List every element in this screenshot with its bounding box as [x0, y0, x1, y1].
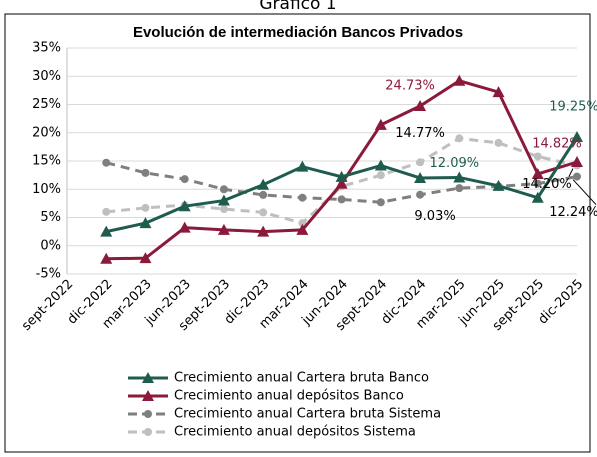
legend-marker-shape [142, 372, 154, 383]
point [455, 184, 464, 193]
point [257, 225, 270, 237]
y-tick-label: 20% [32, 125, 61, 140]
data-label: 9.03% [414, 209, 455, 224]
data-label: 19.25% [549, 99, 597, 114]
point [217, 194, 230, 206]
point [100, 225, 113, 237]
legend-label: Crecimiento anual depósitos Banco [174, 389, 404, 404]
legend-marker [144, 428, 152, 436]
y-tick-label: 0% [40, 238, 61, 253]
y-tick-label: -5% [36, 267, 61, 282]
point [533, 179, 542, 188]
point [335, 170, 348, 182]
data-label: 14.82% [532, 137, 582, 152]
point [571, 130, 583, 142]
legend-marker [142, 390, 154, 401]
point [416, 190, 425, 199]
leader-line [572, 179, 597, 205]
legend-label: Crecimiento anual depósitos Sistema [174, 425, 416, 440]
point [533, 152, 542, 161]
legend-marker-shape [144, 428, 152, 436]
point [414, 100, 427, 112]
point [178, 221, 191, 233]
point [102, 158, 111, 167]
point [531, 191, 544, 203]
legend-marker [144, 410, 152, 418]
point [376, 198, 385, 207]
legend-marker-shape [142, 390, 154, 401]
point [141, 168, 150, 177]
y-tick-label: 25% [32, 97, 61, 112]
y-tick-label: 15% [32, 154, 61, 169]
y-tick-label: 10% [32, 182, 61, 197]
point [298, 193, 307, 202]
data-label: 24.73% [385, 79, 435, 94]
y-tick-label: 30% [32, 69, 61, 84]
legend-marker-shape [144, 410, 152, 418]
point [453, 74, 466, 86]
point [573, 172, 581, 181]
point [141, 203, 150, 212]
point [139, 217, 152, 229]
point [414, 171, 427, 183]
leader-line [568, 168, 574, 177]
point [455, 134, 464, 143]
data-label: 12.09% [430, 156, 480, 171]
point [492, 86, 505, 98]
point [178, 200, 191, 212]
point [374, 118, 387, 130]
y-tick-label: 35% [32, 41, 61, 56]
data-label: 14.77% [395, 126, 445, 141]
point [180, 175, 189, 184]
point [571, 156, 583, 168]
data-label: 14.20% [522, 177, 572, 192]
chart-heading: Gráfico 1 [259, 0, 336, 14]
point [100, 252, 113, 264]
legend-marker [142, 372, 154, 383]
point [453, 171, 466, 183]
point [337, 195, 346, 204]
point [102, 207, 111, 216]
point [219, 185, 228, 194]
point [298, 219, 307, 228]
y-tick-label: 5% [40, 210, 61, 225]
point [139, 252, 152, 264]
legend-label: Crecimiento anual Cartera bruta Banco [174, 371, 429, 386]
point [376, 171, 385, 180]
point [416, 158, 425, 167]
point [296, 223, 309, 235]
point [217, 223, 230, 235]
point [219, 205, 228, 214]
chart-title: Evolución de intermediación Bancos Priva… [133, 24, 463, 41]
data-label: 12.24% [549, 205, 597, 220]
point [492, 179, 505, 191]
point [257, 178, 270, 190]
point [335, 177, 348, 189]
point [374, 159, 387, 171]
point [259, 208, 268, 217]
point [259, 190, 268, 199]
legend-label: Crecimiento anual Cartera bruta Sistema [174, 407, 441, 422]
point [296, 160, 309, 172]
point [494, 138, 503, 147]
point [531, 167, 544, 179]
